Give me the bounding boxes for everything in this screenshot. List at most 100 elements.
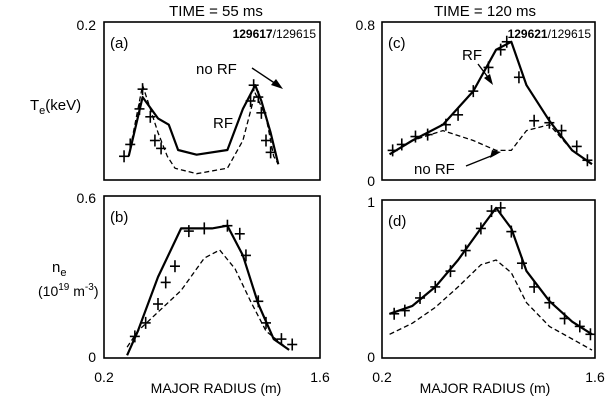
panel-c-data-point — [468, 85, 479, 98]
panel-c-annotation-rf-arrowhead — [484, 74, 493, 85]
panel-c-data-point — [513, 71, 524, 84]
panel-d-data-point — [574, 320, 585, 333]
panel-d-data-point — [495, 201, 506, 214]
panel-a-shot: 129617/129615 — [233, 27, 317, 41]
panel-c-data-point — [544, 116, 555, 129]
panel-c: (c) 129621/129615 RF no RF — [381, 21, 596, 181]
panel-b-data-point — [160, 276, 171, 289]
panel-b: (b) — [103, 195, 321, 359]
panel-b-data-point — [253, 295, 264, 308]
panel-d-xtick-left: 0.2 — [372, 369, 392, 385]
panel-d-data-point — [559, 312, 570, 325]
panel-d-series-no-rf-line — [389, 259, 593, 351]
panel-a-data-point — [265, 146, 276, 159]
panel-c-annotation-no-rf: no RF — [414, 150, 501, 178]
panel-c-title: TIME = 120 ms — [434, 3, 536, 20]
panel-a-data-point — [149, 134, 160, 147]
panel-a-plot — [119, 79, 280, 175]
panel-d-data-point — [516, 257, 527, 270]
panel-d-data-point — [475, 222, 486, 235]
panel-a-series-no-rf-line — [128, 84, 279, 175]
panel-c-data-point — [556, 124, 567, 137]
panel-a-data-point — [248, 79, 259, 92]
panel-d-series-rf-line — [389, 206, 593, 336]
panel-a-data-point — [119, 150, 130, 163]
panel-a-annotation-no-rf: no RF — [196, 61, 283, 89]
panel-b-data-point — [261, 316, 271, 329]
panel-a-data-point — [134, 102, 145, 115]
panel-d-data-point — [506, 225, 517, 238]
panel-b-data-point — [276, 333, 287, 346]
panel-c-plot — [387, 35, 593, 167]
panel-a-ytick-top: 0.2 — [77, 17, 97, 33]
panel-a-title: TIME = 55 ms — [169, 3, 263, 20]
panel-b-xlabel: MAJOR RADIUS (m) — [151, 380, 282, 396]
panel-a-data-point — [256, 106, 267, 119]
panel-c-annotation-rf-label: RF — [462, 47, 482, 64]
panel-a-data-point — [156, 142, 167, 155]
panel-b-ytick-bottom: 0 — [88, 349, 96, 365]
panel-d-data-point — [544, 296, 555, 309]
panel-a-data-point — [261, 134, 271, 147]
panel-b-data-point — [234, 227, 245, 240]
panel-c-data-point — [387, 144, 398, 157]
panel-c-series-rf-line — [389, 40, 593, 166]
panel-c-data-point — [483, 61, 494, 74]
panel-c-data-point — [571, 140, 582, 153]
panel-d-data-point — [460, 244, 471, 257]
panel-b-ytick-top: 0.6 — [77, 190, 97, 206]
panel-d-frame — [381, 199, 596, 359]
panel-d-xtick-right: 1.6 — [585, 369, 605, 385]
panel-c-annotation-no-rf-arrowhead — [490, 150, 501, 158]
panel-c-ytick-bottom: 0 — [367, 173, 375, 189]
panel-a-data-point — [245, 95, 256, 107]
panel-a-annotation-no-rf-arrowhead — [271, 79, 283, 89]
panel-c-data-point — [495, 43, 506, 56]
panel-d-data-point — [399, 304, 410, 317]
panel-d-data-point — [430, 280, 441, 293]
panel-c-data-point — [453, 108, 464, 121]
panel-c-label: (c) — [388, 35, 406, 52]
panel-c-data-point — [396, 138, 407, 151]
panel-d-ytick-top: 1 — [367, 194, 375, 210]
panel-d-data-point — [389, 307, 400, 320]
panel-b-data-point — [222, 219, 233, 232]
panel-d-data-point — [415, 291, 426, 304]
panel-a: (a) 129617/129615 no RF RF — [103, 21, 321, 181]
panel-b-xtick-right: 1.6 — [310, 369, 330, 385]
panel-b-data-point — [240, 249, 251, 262]
panel-a-data-point — [145, 110, 156, 123]
panel-a-data-point — [253, 91, 264, 104]
panel-d-plot — [389, 201, 596, 351]
panel-d-data-point — [529, 280, 540, 293]
panel-d-label: (d) — [388, 213, 406, 230]
panel-b-label: (b) — [110, 209, 128, 226]
panel-a-series-rf-line — [127, 84, 280, 165]
panel-c-data-point — [529, 114, 540, 127]
panel-b-ylabel: ne — [52, 259, 66, 279]
panel-b-data-point — [129, 330, 140, 343]
panel-b-plot — [126, 219, 298, 356]
panel-d-data-point — [585, 328, 596, 341]
panel-b-frame — [103, 195, 321, 359]
panel-d-data-point — [486, 205, 497, 218]
panel-b-xtick-left: 0.2 — [94, 369, 114, 385]
panel-c-data-point — [582, 154, 593, 167]
panel-b-ylabel-unit: (1019 m-3) — [38, 282, 99, 299]
panel-b-series-no-rf-line — [126, 249, 290, 351]
panel-c-ytick-top: 0.8 — [356, 17, 376, 33]
panel-a-annotation-no-rf-label: no RF — [196, 61, 237, 78]
panel-a-data-point — [137, 83, 148, 96]
panel-a-annotation-rf: RF — [213, 115, 233, 132]
panel-d-data-point — [445, 265, 456, 278]
panel-c-frame — [381, 21, 596, 181]
panel-b-data-point — [287, 338, 298, 351]
panel-b-data-point — [199, 222, 210, 235]
panel-b-data-point — [140, 316, 151, 329]
panel-a-ylabel: Te(keV) — [30, 97, 81, 117]
panel-b-data-point — [169, 260, 180, 273]
panel-c-data-point — [501, 35, 512, 48]
panel-c-annotation-no-rf-label: no RF — [414, 161, 455, 178]
panel-d-ytick-bottom: 0 — [367, 349, 375, 365]
panel-c-data-point — [410, 130, 421, 143]
